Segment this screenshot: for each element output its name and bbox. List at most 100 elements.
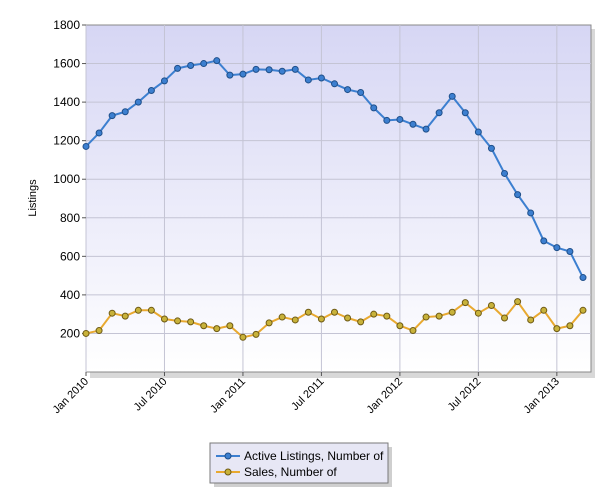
data-point-sales xyxy=(344,314,352,322)
x-axis-ticks: Jan 2010 Jul 2010 Jan 2011 Jul 2011 Jan 2012… xyxy=(51,372,562,416)
data-point-active-listings xyxy=(501,169,509,177)
data-point-sales xyxy=(200,322,208,330)
data-point-sales xyxy=(265,319,273,327)
data-point-sales xyxy=(396,322,404,330)
data-point-sales xyxy=(160,315,168,323)
data-point-sales xyxy=(187,318,195,326)
data-point-active-listings xyxy=(435,109,443,117)
x-tick-label: Jul 2011 xyxy=(289,376,326,413)
data-point-sales xyxy=(317,315,325,323)
data-point-active-listings xyxy=(147,87,155,95)
data-point-sales xyxy=(357,318,365,326)
legend: Active Listings, Number of Sales, Number… xyxy=(209,442,392,487)
y-axis-ticks: 200 400 600 800 1000 1200 1400 1600 1800 xyxy=(53,18,86,340)
data-point-active-listings xyxy=(82,142,90,150)
y-tick-label: 1800 xyxy=(53,18,80,32)
data-point-sales xyxy=(461,299,469,307)
data-point-sales xyxy=(487,301,495,309)
x-tick-label: Jan 2013 xyxy=(521,376,561,416)
data-point-active-listings xyxy=(448,92,456,100)
data-point-sales xyxy=(291,316,299,324)
x-tick-label: Jan 2010 xyxy=(51,376,91,416)
data-point-active-listings xyxy=(95,129,103,137)
data-point-sales xyxy=(304,308,312,316)
data-point-sales xyxy=(422,313,430,321)
y-tick-label: 1000 xyxy=(53,172,80,186)
y-tick-label: 600 xyxy=(60,249,80,263)
data-point-sales xyxy=(527,316,535,324)
legend-label-active-listings: Active Listings, Number of xyxy=(244,449,384,463)
data-point-active-listings xyxy=(213,57,221,65)
legend-box xyxy=(209,442,389,484)
data-point-sales xyxy=(147,306,155,314)
data-point-active-listings xyxy=(566,248,574,256)
data-point-sales xyxy=(174,317,182,325)
x-tick-label: Jan 2011 xyxy=(208,376,248,416)
data-point-active-listings xyxy=(487,144,495,152)
data-point-active-listings xyxy=(422,125,430,133)
series-group xyxy=(82,57,587,341)
data-point-sales xyxy=(383,312,391,320)
x-tick-label: Jul 2012 xyxy=(446,376,484,414)
data-point-sales xyxy=(108,309,116,317)
data-point-sales xyxy=(134,306,142,314)
legend-label-sales: Sales, Number of xyxy=(244,465,337,479)
data-point-active-listings xyxy=(527,209,535,217)
data-point-active-listings xyxy=(174,64,182,72)
data-point-active-listings xyxy=(357,88,365,96)
data-point-active-listings xyxy=(474,128,482,136)
data-point-sales xyxy=(121,312,129,320)
data-point-sales xyxy=(540,306,548,314)
data-point-sales xyxy=(331,308,338,316)
data-point-active-listings xyxy=(553,244,561,252)
data-point-active-listings xyxy=(304,76,312,84)
data-point-sales xyxy=(514,298,522,306)
data-point-active-listings xyxy=(200,60,208,68)
data-point-active-listings xyxy=(239,70,247,78)
data-point-sales xyxy=(95,327,103,335)
data-point-active-listings xyxy=(265,66,273,74)
data-point-sales xyxy=(239,333,247,341)
y-tick-label: 200 xyxy=(60,326,80,340)
data-point-active-listings xyxy=(108,112,116,120)
data-point-active-listings xyxy=(121,108,129,116)
data-point-sales xyxy=(448,308,456,316)
data-point-active-listings xyxy=(409,120,417,128)
data-point-sales xyxy=(501,314,509,322)
x-tick-label: Jul 2010 xyxy=(132,376,170,414)
data-point-active-listings xyxy=(540,237,548,245)
data-point-sales xyxy=(252,330,260,338)
data-point-sales xyxy=(474,309,482,317)
y-tick-label: 1600 xyxy=(53,57,80,71)
data-point-active-listings xyxy=(383,116,391,124)
data-point-active-listings xyxy=(579,274,587,282)
data-point-sales xyxy=(566,322,574,330)
data-point-sales xyxy=(370,310,378,318)
data-point-sales xyxy=(278,313,286,321)
data-point-sales xyxy=(213,325,221,333)
data-point-active-listings xyxy=(160,77,168,85)
data-point-active-listings xyxy=(317,74,325,82)
data-point-sales xyxy=(82,329,90,337)
data-point-active-listings xyxy=(396,115,404,123)
legend-marker-sales xyxy=(224,468,232,476)
y-tick-label: 1400 xyxy=(53,95,80,109)
legend-marker-active-listings xyxy=(224,452,232,460)
data-point-active-listings xyxy=(134,98,142,106)
data-point-active-listings xyxy=(187,61,195,69)
data-point-sales xyxy=(579,306,587,314)
x-tick-label: Jan 2012 xyxy=(365,376,405,416)
data-point-active-listings xyxy=(226,71,234,79)
y-axis-label: Listings xyxy=(27,179,39,217)
data-point-sales xyxy=(409,327,417,335)
data-point-active-listings xyxy=(514,191,522,199)
data-point-active-listings xyxy=(331,80,338,88)
y-tick-label: 1200 xyxy=(53,134,80,148)
data-point-sales xyxy=(553,325,561,333)
data-point-sales xyxy=(435,312,443,320)
data-point-active-listings xyxy=(252,65,260,73)
data-point-active-listings xyxy=(370,104,378,112)
data-point-sales xyxy=(226,322,234,330)
y-tick-label: 800 xyxy=(60,211,80,225)
